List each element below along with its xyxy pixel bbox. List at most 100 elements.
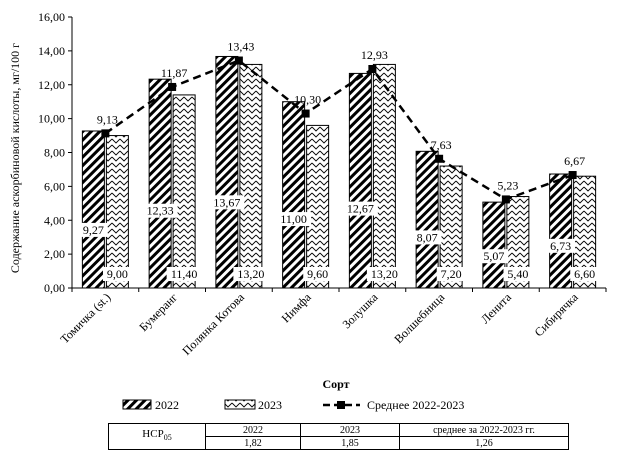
- bar-2023: [306, 124, 330, 289]
- hcp-header-2023: 2023: [300, 423, 400, 437]
- bar-2022: [282, 101, 306, 289]
- hcp-label-cell: НСР05: [108, 423, 206, 450]
- data-label-2023: 5,40: [507, 267, 528, 281]
- hcp-value-2023: 1,85: [300, 436, 400, 450]
- legend-label-2023: 2023: [258, 398, 282, 412]
- data-label-average: 6,67: [564, 154, 585, 168]
- y-tick-label: 16,00: [38, 10, 65, 24]
- bars: [81, 55, 597, 289]
- data-label-2023-bg: [233, 267, 269, 281]
- legend-label-average: Среднее 2022-2023: [367, 398, 464, 412]
- data-label-2023-bg: [102, 267, 132, 281]
- y-tick-label: 12,00: [38, 78, 65, 92]
- data-label-average: 9,13: [97, 112, 118, 126]
- bar-2022: [81, 130, 105, 289]
- y-axis-title: Содержание аскорбиновой кислоты, мг/100 …: [8, 43, 22, 273]
- bar-2022: [215, 55, 239, 289]
- data-label-2022: 6,73: [550, 239, 571, 253]
- data-label-2022-bg: [546, 238, 576, 253]
- average-marker: [435, 154, 444, 163]
- data-label-2022-bg: [276, 212, 312, 227]
- data-label-2022: 9,27: [83, 223, 104, 237]
- y-tick-label: 0,00: [44, 281, 65, 295]
- x-axis-title: Сорт: [322, 377, 349, 391]
- average-marker: [301, 109, 310, 118]
- data-label-average: 10,30: [294, 93, 321, 107]
- legend: 2022 2023 Среднее 2022-2023: [122, 398, 464, 412]
- category-label: Томичка (st.): [57, 290, 113, 346]
- average-marker: [168, 82, 177, 91]
- category-label: Ленита: [478, 290, 514, 326]
- legend-swatch-2023: [224, 399, 256, 410]
- data-label-2023: 9,60: [307, 267, 328, 281]
- data-label-average: 13,43: [227, 40, 254, 54]
- data-label-2022: 5,07: [483, 249, 504, 263]
- data-label-2022-bg: [342, 201, 378, 216]
- category-label: Нимфа: [279, 290, 315, 326]
- average-marker: [234, 56, 243, 65]
- data-label-average: 12,93: [361, 48, 388, 62]
- data-label-2022: 12,33: [147, 204, 174, 218]
- category-label: Золушка: [339, 290, 381, 332]
- data-label-2023: 9,00: [107, 267, 128, 281]
- bar-2023: [573, 175, 597, 289]
- average-marker: [501, 195, 510, 204]
- data-label-2023: 6,60: [574, 267, 595, 281]
- data-label-2022-bg: [412, 230, 442, 245]
- data-label-2023: 13,20: [237, 267, 264, 281]
- data-label-2023-bg: [366, 267, 402, 281]
- hcp-header-average: среднее за 2022-2023 гг.: [399, 423, 569, 437]
- y-tick-label: 8,00: [44, 146, 65, 160]
- data-label-2022-bg: [209, 195, 245, 210]
- hcp-label: НСР: [142, 428, 164, 441]
- data-label-2022: 12,67: [347, 202, 374, 216]
- bar-2023: [105, 135, 129, 289]
- average-marker: [368, 64, 377, 73]
- bar-2022: [148, 78, 172, 289]
- bar-2023: [506, 196, 530, 289]
- average-marker: [568, 171, 577, 180]
- data-label-2023-bg: [503, 267, 533, 281]
- bar-2022: [348, 72, 372, 289]
- bar-2023: [372, 63, 396, 289]
- data-label-2023-bg: [166, 267, 202, 281]
- data-label-2022: 11,00: [280, 212, 307, 226]
- bar-2023: [172, 94, 196, 289]
- hcp-value-average: 1,26: [399, 436, 569, 450]
- y-tick-label: 10,00: [38, 112, 65, 126]
- hcp-value-2022: 1,82: [205, 436, 301, 450]
- data-label-2022: 13,67: [213, 195, 240, 209]
- category-label: Бумеранг: [136, 290, 180, 334]
- data-label-2023: 7,20: [441, 267, 462, 281]
- y-tick-label: 2,00: [44, 247, 65, 261]
- legend-label-2022: 2022: [155, 398, 179, 412]
- data-label-2022-bg: [479, 249, 509, 264]
- data-label-2023-bg: [303, 267, 333, 281]
- category-label: Полянка Котова: [179, 290, 247, 358]
- data-labels: 9,27 9,00 12,33 11,40 13,67 13,20 11,00 9,60 12,…: [78, 40, 600, 281]
- legend-marker-average: [337, 401, 345, 409]
- data-label-2023: 13,20: [371, 267, 398, 281]
- y-tick-label: 6,00: [44, 179, 65, 193]
- bar-2022: [482, 201, 506, 289]
- y-tick-label: 14,00: [38, 44, 65, 58]
- hcp-header-2022: 2022: [205, 423, 301, 437]
- hcp-label-sub: 05: [163, 433, 172, 443]
- y-tick-label: 4,00: [44, 213, 65, 227]
- data-label-average: 11,87: [161, 66, 188, 80]
- data-label-average: 5,23: [497, 178, 518, 192]
- data-label-2022-bg: [78, 222, 108, 237]
- average-series-line: [104, 59, 574, 201]
- data-label-2022-bg: [142, 203, 178, 218]
- data-label-2023: 11,40: [171, 267, 198, 281]
- data-label-average: 7,63: [431, 138, 452, 152]
- average-line: [101, 56, 577, 204]
- bar-line-chart: 0,00 2,00 4,00 6,00 8,00 10,00 12,00 14,00 16,00…: [8, 10, 607, 412]
- category-label: Волшебница: [391, 290, 447, 346]
- bar-2023: [239, 63, 263, 289]
- category-label: Сибирячка: [532, 290, 582, 340]
- data-label-2023-bg: [570, 267, 600, 281]
- data-label-2022: 8,07: [417, 230, 438, 244]
- hcp-table: НСР05 2022 2023 среднее за 2022-2023 гг.…: [108, 423, 569, 450]
- average-marker: [101, 129, 110, 138]
